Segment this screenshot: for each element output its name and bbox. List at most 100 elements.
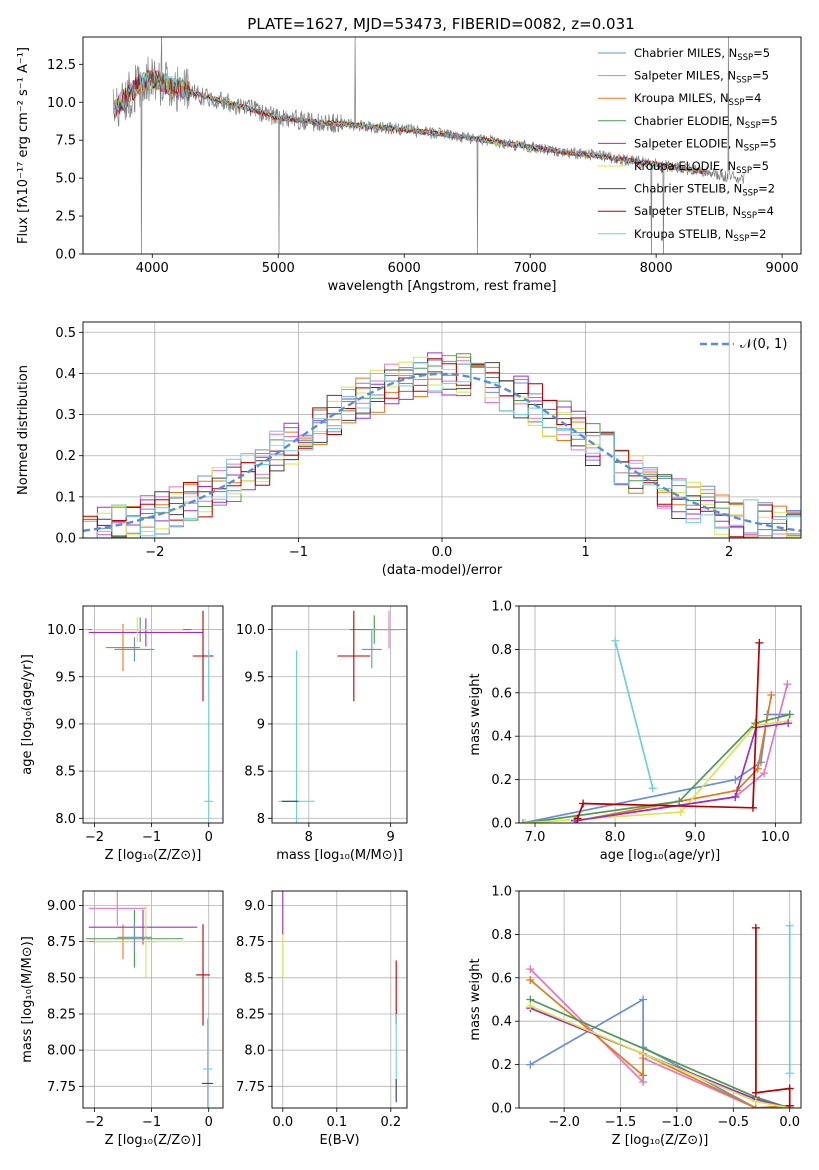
mass-weight-point-marker [573,814,582,823]
x-axis-label: age [log₁₀(age/yr)] [600,848,721,863]
x-tick-label: 5000 [262,261,295,276]
mass-weight-point-marker [579,799,588,808]
legend-entry-label: Salpeter ELODIE, NSSP=5 [634,136,777,153]
y-axis-label: mass weight [468,673,483,755]
legend-label-suffix: =5 [752,69,769,83]
legend-label-suffix: =4 [744,91,761,105]
mass-weight-series-line [525,720,789,823]
y-tick-label: 0.6 [491,686,512,701]
legend-entry-label: Chabrier STELIB, NSSP=2 [634,182,775,199]
y-tick-label: 0.0 [491,1102,512,1117]
x-tick-label: 0 [205,830,213,845]
legend-label-suffix: =4 [757,204,774,218]
y-tick-label: 0.4 [55,367,76,382]
y-tick-label: 9.0 [244,899,265,914]
y-tick-label: 8.0 [244,1044,265,1059]
x-tick-label: 0.2 [380,1115,401,1130]
y-axis-label: Normed distribution [16,365,31,495]
mass-weight-point-marker [755,638,764,647]
panel-mass_weight_vs_age: 7.0 8.0 9.0 10.0 0.0 0.2 0.4 0.6 0.8 1.0 age [log₁… [468,600,802,863]
legend-label-text: Kroupa MILES, N [634,91,729,105]
grid-lines [83,606,223,823]
y-axis-label: mass [log₁₀(M/M⊙)] [20,936,35,1063]
mass-weight-point-marker [731,792,740,801]
y-tick-label: 0.2 [491,1058,512,1073]
mass-weight-point-marker [519,819,528,823]
plot-area [282,891,397,1103]
x-tick-label: −2.0 [548,1115,580,1130]
y-tick-label: 0.0 [491,817,512,832]
x-axis-label: E(B-V) [319,1133,359,1148]
legend-label-text: Kroupa STELIB, N [634,227,734,241]
y-tick-label: 8.5 [244,765,265,780]
x-tick-label: −1 [142,830,161,845]
y-axis-label: age [log₁₀(age/yr)] [20,654,35,775]
x-tick-label: 10.0 [761,830,790,845]
plot-area [112,37,745,254]
legend-label-suffix: =5 [761,114,778,128]
legend-entry-label: Chabrier ELODIE, NSSP=5 [634,114,778,131]
y-tick-label: 5.0 [55,172,76,187]
legend-label-subscript: SSP [741,211,757,221]
x-axis-label: Z [log₁₀(Z/Z⊙)] [105,848,202,863]
x-tick-label: 0.0 [272,1115,293,1130]
mass-weight-point-marker [748,803,757,812]
axes-frame [271,605,408,824]
x-tick-label: −1 [289,545,308,560]
mass-weight-point-marker [785,1069,794,1078]
y-tick-label: 0.0 [55,532,76,547]
x-tick-label: −2 [145,545,164,560]
mass-weight-point-marker [521,819,530,823]
x-tick-label: 0.1 [326,1115,347,1130]
legend-label-text: Chabrier STELIB, N [634,182,742,196]
grid-lines [272,891,407,1108]
y-tick-label: 0.4 [491,730,512,745]
y-tick-label: 9 [257,717,265,732]
legend-label-suffix: =2 [749,227,766,241]
x-tick-label: 8.0 [605,830,626,845]
grid-lines [519,605,801,824]
x-tick-label: 9 [386,830,394,845]
x-tick-label: 9.0 [685,830,706,845]
x-tick-label: 6000 [388,261,421,276]
y-tick-label: 8.00 [47,1044,76,1059]
legend-entry-label: Kroupa STELIB, NSSP=2 [634,227,766,244]
y-tick-label: 10.0 [47,623,76,638]
legend-label-text: Kroupa ELODIE, N [634,159,736,173]
legend-entry-label: Kroupa ELODIE, NSSP=5 [634,159,769,176]
legend-label-subscript: SSP [736,76,752,86]
mass-weight-point-marker [526,1060,535,1069]
y-tick-label: 10.0 [47,96,76,111]
mass-weight-point-marker [785,710,794,719]
legend-label-text: Chabrier ELODIE, N [634,114,745,128]
y-tick-label: 0.5 [55,326,76,341]
x-axis-label: Z [log₁₀(Z/Z⊙)] [105,1133,202,1148]
x-tick-label: −1.0 [661,1115,693,1130]
y-tick-label: 8.25 [47,1007,76,1022]
axes-frame [518,605,802,824]
y-tick-label: 9.00 [47,899,76,914]
mass-weight-point-marker [731,775,740,784]
mass-weight-point-marker [648,784,657,793]
x-tick-label: −2 [85,1115,104,1130]
y-tick-label: 7.75 [236,1080,265,1095]
mass-weight-point-marker [767,690,776,699]
x-tick-label: 0.0 [779,1115,800,1130]
y-tick-label: 8.0 [55,812,76,827]
mass-weight-point-marker [639,995,648,1004]
y-tick-label: 0.8 [491,928,512,943]
y-tick-label: 8.75 [236,935,265,950]
x-tick-label: 8 [305,830,313,845]
legend-label-subscript: SSP [736,166,752,176]
x-tick-label: 9000 [766,261,799,276]
axes-frame [518,890,802,1109]
mass-weight-point-marker [676,808,685,817]
x-axis-label: mass [log₁₀(M/M⊙)] [276,848,403,863]
x-tick-label: 4000 [136,261,169,276]
mass-weight-series-line [529,968,790,1108]
mass-weight-point-marker [675,797,684,806]
legend-label-text: Salpeter MILES, N [634,69,736,83]
x-tick-label: 0 [205,1115,213,1130]
